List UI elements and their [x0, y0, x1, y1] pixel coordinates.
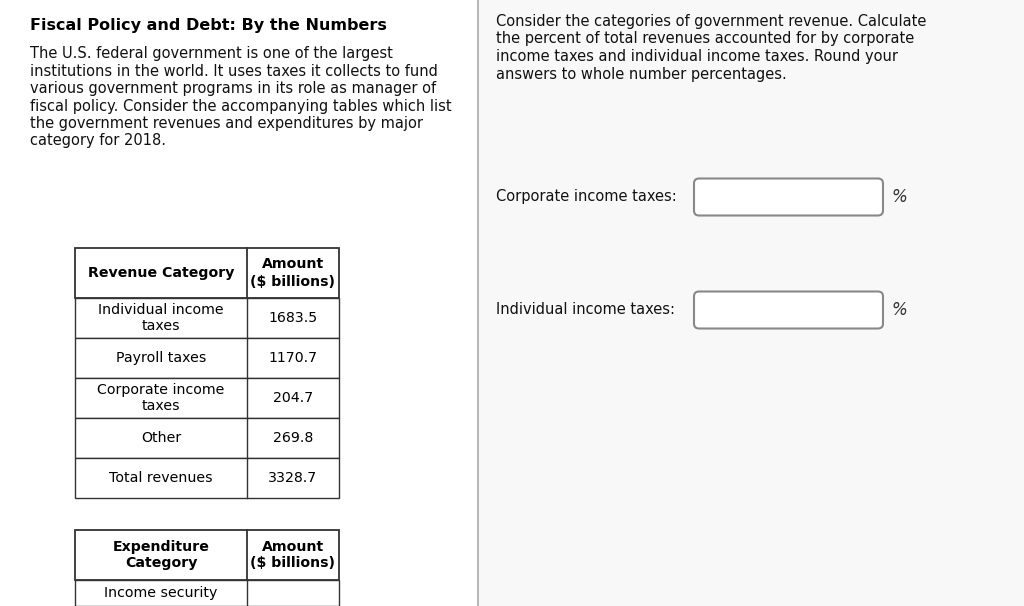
Text: Individual income
taxes: Individual income taxes	[98, 303, 224, 333]
Bar	[75, 418, 339, 458]
Text: fiscal policy. Consider the accompanying tables which list: fiscal policy. Consider the accompanying…	[30, 99, 452, 113]
Text: Expenditure
Category: Expenditure Category	[113, 540, 210, 570]
Text: The U.S. federal government is one of the largest: The U.S. federal government is one of th…	[30, 46, 393, 61]
Text: institutions in the world. It uses taxes it collects to fund: institutions in the world. It uses taxes…	[30, 64, 438, 79]
Bar	[75, 248, 339, 298]
Text: 3328.7: 3328.7	[268, 471, 317, 485]
FancyBboxPatch shape	[694, 291, 883, 328]
Text: Fiscal Policy and Debt: By the Numbers: Fiscal Policy and Debt: By the Numbers	[30, 18, 387, 33]
Text: Payroll taxes: Payroll taxes	[116, 351, 206, 365]
Text: Amount
($ billions): Amount ($ billions)	[251, 540, 336, 570]
FancyBboxPatch shape	[694, 179, 883, 216]
Text: Other: Other	[141, 431, 181, 445]
Text: %: %	[891, 301, 906, 319]
Text: 1683.5: 1683.5	[268, 311, 317, 325]
Text: Revenue Category: Revenue Category	[88, 266, 234, 280]
Text: Corporate income taxes:: Corporate income taxes:	[496, 190, 677, 204]
Text: Consider the categories of government revenue. Calculate: Consider the categories of government re…	[496, 14, 927, 29]
Text: Total revenues: Total revenues	[110, 471, 213, 485]
Text: Individual income taxes:: Individual income taxes:	[496, 302, 675, 318]
Bar	[75, 458, 339, 498]
Text: 1170.7: 1170.7	[268, 351, 317, 365]
Text: the government revenues and expenditures by major: the government revenues and expenditures…	[30, 116, 423, 131]
Bar	[0, 0, 478, 606]
Text: 269.8: 269.8	[272, 431, 313, 445]
Text: %: %	[891, 188, 906, 206]
Text: category for 2018.: category for 2018.	[30, 133, 166, 148]
Bar	[75, 338, 339, 378]
Text: 204.7: 204.7	[272, 391, 313, 405]
Text: Amount
($ billions): Amount ($ billions)	[251, 258, 336, 288]
Text: the percent of total revenues accounted for by corporate: the percent of total revenues accounted …	[496, 32, 914, 47]
Text: Corporate income
taxes: Corporate income taxes	[97, 383, 224, 413]
Bar	[478, 0, 1024, 606]
Bar	[75, 530, 339, 580]
Bar	[75, 298, 339, 338]
Text: income taxes and individual income taxes. Round your: income taxes and individual income taxes…	[496, 49, 898, 64]
Text: answers to whole number percentages.: answers to whole number percentages.	[496, 67, 786, 81]
Text: Income security: Income security	[104, 586, 218, 600]
Bar	[75, 580, 339, 606]
Text: various government programs in its role as manager of: various government programs in its role …	[30, 81, 436, 96]
Bar	[75, 378, 339, 418]
